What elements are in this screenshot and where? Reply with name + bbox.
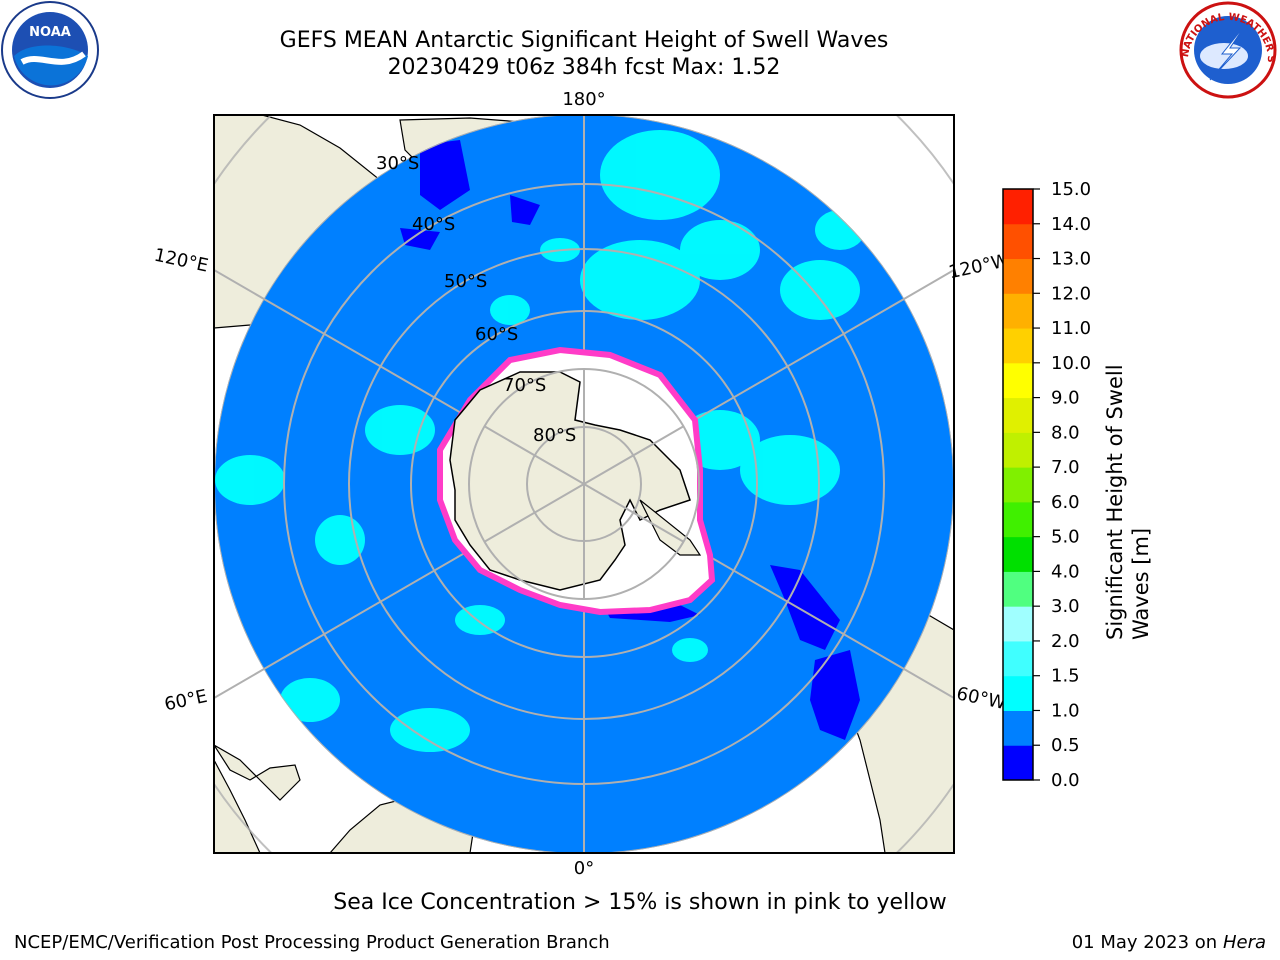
colorbar-swatch: [1003, 536, 1033, 572]
colorbar-tick-label: 15.0: [1051, 179, 1091, 200]
lon-label-120w: 120°W: [947, 250, 1011, 283]
colorbar: 0.0 0.5 1.0 1.5 2.0 3.0 4.0 5.0 6.0 7.0 8.0 9.0 10.0…: [1002, 179, 1091, 791]
map-frame: [213, 114, 955, 854]
noaa-logo: NOAA: [1, 1, 99, 99]
colorbar-tick-label: 2.0: [1051, 631, 1080, 652]
nws-logo-text: NATIONAL WEATHER SERVICE: [0, 0, 1276, 63]
lat-label-50s: 50°S: [444, 271, 487, 292]
colorbar-tick-label: 12.0: [1051, 283, 1091, 304]
colorbar-tick-label: 0.0: [1051, 770, 1080, 791]
madagascar-land: [214, 744, 301, 801]
colorbar-swatch: [1003, 362, 1033, 399]
lon-label-60e: 60°E: [163, 686, 210, 716]
colorbar-tick-label: 4.0: [1051, 561, 1080, 582]
colorbar-swatch: [1003, 640, 1033, 677]
chart-subtitle: 20230429 t06z 384h fcst Max: 1.52: [387, 55, 781, 80]
colorbar-swatch: [1003, 571, 1033, 607]
colorbar-tick-label: 1.5: [1051, 666, 1080, 687]
colorbar-swatch: [1003, 606, 1033, 642]
colorbar-swatch: [1003, 501, 1033, 538]
colorbar-swatch: [1003, 675, 1033, 711]
colorbar-tick-label: 10.0: [1051, 353, 1091, 374]
lon-label-60w: 60°W: [955, 683, 1008, 714]
colorbar-title: Significant Height of Swell Waves [m]: [1102, 364, 1154, 640]
system-name: Hera: [1222, 932, 1266, 953]
colorbar-title-line2: Waves [m]: [1129, 527, 1153, 640]
lon-label-180: 180°: [562, 89, 605, 110]
colorbar-tick-label: 14.0: [1051, 214, 1091, 235]
colorbar-tick-label: 7.0: [1051, 457, 1080, 478]
chart-title: GEFS MEAN Antarctic Significant Height o…: [279, 28, 889, 53]
colorbar-swatch: [1003, 710, 1033, 746]
colorbar-swatch: [1003, 467, 1033, 503]
colorbar-swatch: [1003, 258, 1033, 294]
colorbar-swatch: [1003, 189, 1033, 225]
colorbar-swatch: [1003, 397, 1033, 433]
svg-text:NOAA: NOAA: [29, 25, 71, 40]
colorbar-swatch: [1003, 432, 1033, 468]
colorbar-tick-label: 13.0: [1051, 249, 1091, 270]
colorbar-swatch: [1003, 745, 1033, 781]
colorbar-title-line1: Significant Height of Swell: [1103, 364, 1127, 640]
nws-logo: NATIONAL WEATHER SERVICE: [0, 0, 1277, 99]
lat-label-70s: 70°S: [503, 375, 546, 396]
lat-label-60s: 60°S: [475, 324, 518, 345]
colorbar-tick-label: 3.0: [1051, 596, 1080, 617]
colorbar-tick-label: 8.0: [1051, 422, 1080, 443]
date-line: 01 May 2023 on Hera: [1072, 932, 1266, 953]
lat-label-80s: 80°S: [533, 425, 576, 446]
colorbar-tick-label: 1.0: [1051, 700, 1080, 721]
lon-label-120e: 120°E: [152, 245, 210, 277]
colorbar-swatch: [1003, 328, 1033, 364]
colorbar-tick-label: 11.0: [1051, 318, 1091, 339]
sea-ice-caption: Sea Ice Concentration > 15% is shown in …: [333, 890, 947, 915]
map-area: 30°S 40°S 50°S 60°S 70°S 80°S: [214, 115, 954, 853]
colorbar-tick-label: 6.0: [1051, 492, 1080, 513]
colorbar-tick-label: 9.0: [1051, 388, 1080, 409]
date-text: 01 May 2023 on: [1071, 932, 1218, 953]
colorbar-frame: [1002, 188, 1034, 781]
colorbar-swatch: [1003, 223, 1033, 260]
credit-line: NCEP/EMC/Verification Post Processing Pr…: [14, 932, 610, 953]
colorbar-tick-label: 0.5: [1051, 735, 1080, 756]
colorbar-swatch: [1003, 293, 1033, 329]
colorbar-tick-label: 5.0: [1051, 527, 1080, 548]
lat-label-40s: 40°S: [412, 214, 455, 235]
lat-label-30s: 30°S: [376, 153, 419, 174]
lon-label-0: 0°: [574, 858, 594, 879]
antarctica: [437, 346, 716, 616]
svg-text:NATIONAL WEATHER SERVICE: NATIONAL WEATHER SERVICE: [0, 0, 1276, 63]
